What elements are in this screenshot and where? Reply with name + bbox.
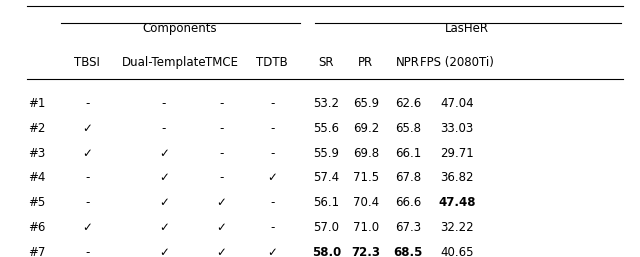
Text: -: - [270,97,275,110]
Text: PR: PR [358,56,374,69]
Text: 57.4: 57.4 [314,171,339,185]
Text: 56.1: 56.1 [314,196,339,209]
Text: ✓: ✓ [268,171,277,185]
Text: NPR: NPR [396,56,420,69]
Text: Dual-Template: Dual-Template [122,56,206,69]
Text: -: - [219,171,223,185]
Text: #1: #1 [28,97,45,110]
Text: 62.6: 62.6 [395,97,421,110]
Text: #3: #3 [28,147,45,160]
Text: 65.8: 65.8 [395,122,421,135]
Text: 32.22: 32.22 [440,221,474,234]
Text: 53.2: 53.2 [314,97,339,110]
Text: ✓: ✓ [159,171,169,185]
Text: 71.0: 71.0 [353,221,379,234]
Text: 66.1: 66.1 [395,147,421,160]
Text: -: - [85,97,90,110]
Text: ✓: ✓ [159,246,169,257]
Text: ✓: ✓ [83,122,92,135]
Text: ✓: ✓ [159,196,169,209]
Text: -: - [219,97,223,110]
Text: -: - [162,122,166,135]
Text: 72.3: 72.3 [351,246,380,257]
Text: -: - [270,147,275,160]
Text: 67.8: 67.8 [395,171,421,185]
Text: 47.48: 47.48 [438,196,476,209]
Text: -: - [85,246,90,257]
Text: 65.9: 65.9 [353,97,379,110]
Text: #6: #6 [28,221,45,234]
Text: ✓: ✓ [216,196,226,209]
Text: 57.0: 57.0 [314,221,339,234]
Text: 67.3: 67.3 [395,221,421,234]
Text: #5: #5 [28,196,45,209]
Text: 55.6: 55.6 [314,122,339,135]
Text: 69.8: 69.8 [353,147,379,160]
Text: ✓: ✓ [216,246,226,257]
Text: ✓: ✓ [83,221,92,234]
Text: TBSI: TBSI [74,56,100,69]
Text: -: - [219,122,223,135]
Text: -: - [85,196,90,209]
Text: 36.82: 36.82 [440,171,474,185]
Text: 29.71: 29.71 [440,147,474,160]
Text: ✓: ✓ [159,221,169,234]
Text: -: - [162,97,166,110]
Text: 33.03: 33.03 [440,122,474,135]
Text: -: - [270,196,275,209]
Text: ✓: ✓ [216,221,226,234]
Text: -: - [85,171,90,185]
Text: TMCE: TMCE [205,56,237,69]
Text: 40.65: 40.65 [440,246,474,257]
Text: FPS (2080Ti): FPS (2080Ti) [420,56,494,69]
Text: -: - [219,147,223,160]
Text: 58.0: 58.0 [312,246,341,257]
Text: SR: SR [319,56,334,69]
Text: -: - [270,221,275,234]
Text: 66.6: 66.6 [395,196,421,209]
Text: #4: #4 [28,171,45,185]
Text: ✓: ✓ [83,147,92,160]
Text: -: - [270,122,275,135]
Text: 70.4: 70.4 [353,196,379,209]
Text: #7: #7 [28,246,45,257]
Text: ✓: ✓ [159,147,169,160]
Text: #2: #2 [28,122,45,135]
Text: 69.2: 69.2 [353,122,379,135]
Text: TDTB: TDTB [257,56,288,69]
Text: LasHeR: LasHeR [445,22,488,35]
Text: 47.04: 47.04 [440,97,474,110]
Text: ✓: ✓ [268,246,277,257]
Text: Components: Components [143,22,217,35]
Text: 68.5: 68.5 [393,246,422,257]
Text: 71.5: 71.5 [353,171,379,185]
Text: 55.9: 55.9 [314,147,339,160]
